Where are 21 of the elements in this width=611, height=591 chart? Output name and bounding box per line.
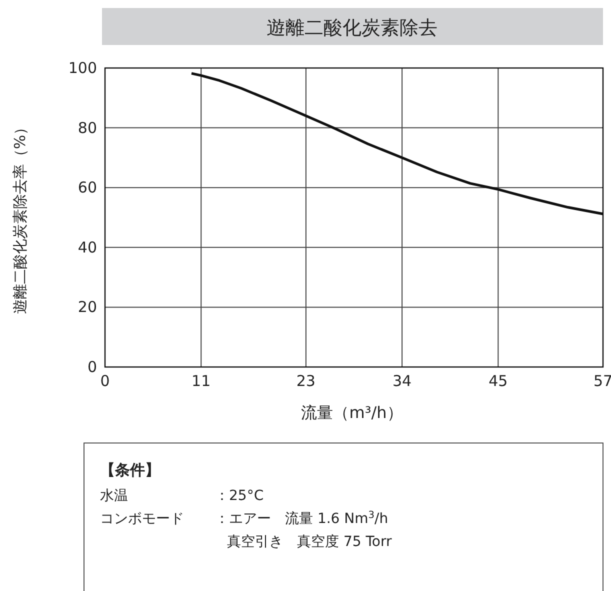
y-tick-label: 0 (87, 358, 97, 376)
y-tick-label: 40 (78, 238, 97, 256)
x-tick-label: 11 (192, 372, 211, 390)
text: コンボモード (100, 511, 184, 527)
x-tick-label: 57 (593, 372, 611, 390)
y-axis-title: 遊離二酸化炭素除去率（%） (11, 120, 29, 314)
y-tick-label: 100 (68, 59, 97, 77)
y-tick-label: 60 (78, 178, 97, 197)
x-tick-label: 0 (100, 372, 110, 390)
x-axis-title: 流量（m³/h） (301, 403, 403, 422)
chart-title: 遊離二酸化炭素除去 (266, 17, 438, 39)
y-tick-label: 20 (78, 298, 97, 316)
text: 真空引き 真空度 75 Torr (227, 534, 392, 550)
y-tick-label: 80 (78, 118, 97, 137)
text: ：25°C (215, 488, 264, 504)
text: 【条件】 (100, 461, 160, 479)
x-tick-label: 45 (488, 372, 508, 390)
x-tick-label: 23 (296, 372, 316, 390)
x-tick-label: 34 (392, 372, 412, 390)
text: ：エアー 流量 1.6 Nm$^{3}$/h (215, 510, 388, 527)
text: 水温 (100, 488, 128, 504)
